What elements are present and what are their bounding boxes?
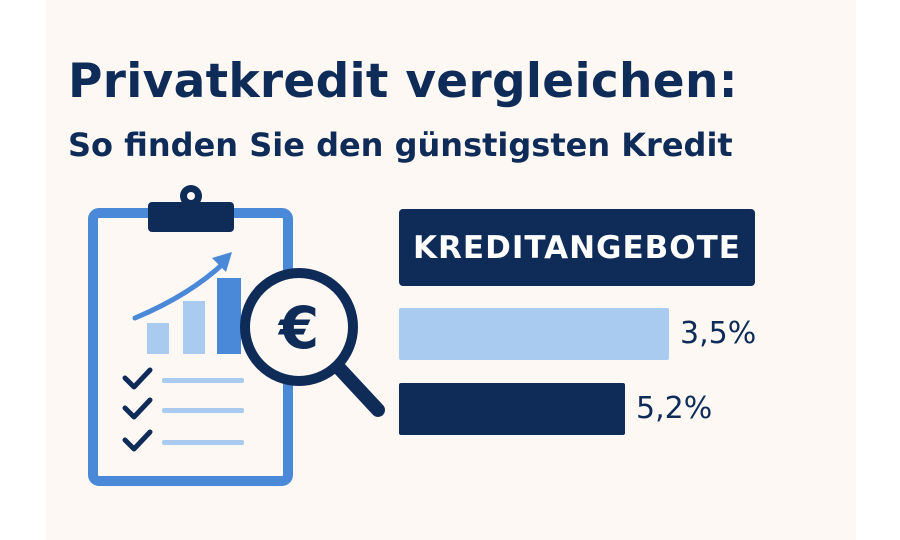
check-icon — [122, 397, 153, 420]
offers-header: KREDITANGEBOTE — [399, 209, 755, 286]
euro-symbol: € — [277, 294, 319, 362]
checklist-line — [162, 378, 244, 383]
page-subtitle: So finden Sie den günstigsten Kredit — [68, 126, 733, 164]
clipboard-icon: € — [88, 185, 385, 486]
checklist — [122, 367, 244, 452]
offer-rate-label-low: 3,5% — [680, 316, 757, 351]
offers-header-label: KREDITANGEBOTE — [413, 229, 741, 266]
bar-chart-icon — [132, 252, 241, 354]
checklist-line — [162, 440, 244, 445]
checklist-line — [162, 408, 244, 413]
offer-bar-high-rate — [399, 383, 625, 435]
clipboard-clip — [148, 185, 234, 232]
check-icon — [122, 429, 153, 452]
page-title: Privatkredit vergleichen: — [68, 54, 738, 109]
check-icon — [122, 367, 153, 390]
offer-bar-low-rate — [399, 308, 669, 360]
magnifying-glass-euro-icon: € — [240, 268, 385, 417]
offer-rate-label-high: 5,2% — [636, 391, 713, 426]
